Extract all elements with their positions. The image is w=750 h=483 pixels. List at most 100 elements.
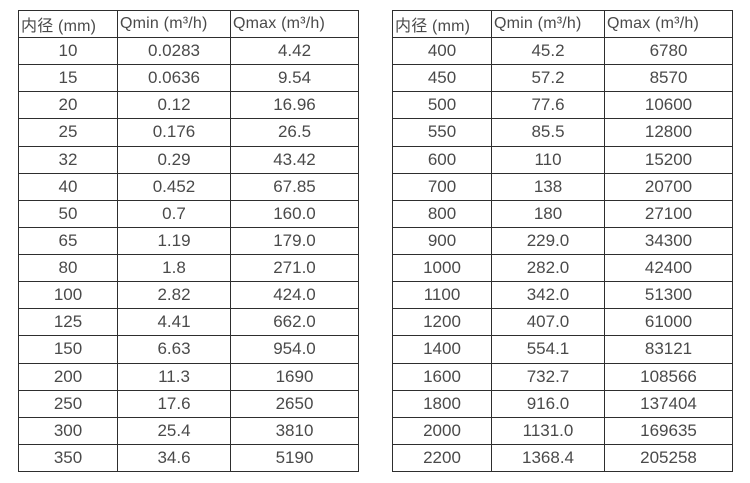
table-cell: 1131.0 — [491, 416, 605, 445]
table-row: 1800 916.0 137404 — [392, 389, 733, 418]
table-row: 150 6.63 954.0 — [18, 335, 359, 364]
table-cell: 4.41 — [117, 308, 231, 337]
table-cell: 1400 — [392, 335, 492, 364]
table-row: 1200 407.0 61000 — [392, 308, 733, 337]
table-row: 900 229.0 34300 — [392, 226, 733, 256]
table-row: 2200 1368.4 205258 — [392, 443, 733, 473]
table-row: 15 0.0636 9.54 — [18, 64, 359, 93]
table-cell: 8570 — [604, 64, 733, 93]
table-cell: 83121 — [604, 335, 733, 364]
table-cell: 61000 — [604, 308, 733, 337]
table-cell: 271.0 — [230, 253, 359, 283]
table-cell: 0.12 — [117, 91, 231, 120]
table-row: 1000 282.0 42400 — [392, 253, 733, 283]
table-cell: 180 — [491, 199, 605, 228]
table-row: 50 0.7 160.0 — [18, 199, 359, 228]
header-row: 内径 (mm) Qmin (m³/h) Qmax (m³/h) — [18, 10, 359, 38]
table-cell: 57.2 — [491, 64, 605, 93]
table-row: 400 45.2 6780 — [392, 36, 733, 66]
table-cell: 77.6 — [491, 91, 605, 120]
table-row: 125 4.41 662.0 — [18, 308, 359, 337]
column-header-diameter: 内径 (mm) — [392, 10, 492, 38]
table-cell: 954.0 — [230, 335, 359, 364]
table-cell: 0.0283 — [117, 36, 231, 66]
table-cell: 1600 — [392, 362, 492, 391]
table-cell: 3810 — [230, 416, 359, 445]
table-cell: 10600 — [604, 91, 733, 120]
table-row: 20 0.12 16.96 — [18, 91, 359, 120]
table-cell: 51300 — [604, 281, 733, 310]
table-cell: 1690 — [230, 362, 359, 391]
table-row: 450 57.2 8570 — [392, 64, 733, 93]
table-cell: 600 — [392, 145, 492, 174]
table-cell: 15200 — [604, 145, 733, 174]
table-cell: 138 — [491, 172, 605, 201]
table-cell: 25 — [18, 118, 118, 147]
table-cell: 400 — [392, 36, 492, 66]
table-cell: 43.42 — [230, 145, 359, 174]
table-cell: 20700 — [604, 172, 733, 201]
table-cell: 6.63 — [117, 335, 231, 364]
table-cell: 916.0 — [491, 389, 605, 418]
table-row: 600 110 15200 — [392, 145, 733, 174]
table-row: 100 2.82 424.0 — [18, 281, 359, 310]
table-cell: 110 — [491, 145, 605, 174]
table-cell: 85.5 — [491, 118, 605, 147]
table-cell: 1000 — [392, 253, 492, 283]
table-cell: 1200 — [392, 308, 492, 337]
flow-spec-table-small: 内径 (mm) Qmin (m³/h) Qmax (m³/h) 10 0.0283… — [18, 10, 359, 473]
table-cell: 42400 — [604, 253, 733, 283]
table-row: 32 0.29 43.42 — [18, 145, 359, 174]
table-cell: 4.42 — [230, 36, 359, 66]
table-cell: 137404 — [604, 389, 733, 418]
table-row: 800 180 27100 — [392, 199, 733, 228]
table-row: 200 11.3 1690 — [18, 362, 359, 391]
table-cell: 0.29 — [117, 145, 231, 174]
table-row: 500 77.6 10600 — [392, 91, 733, 120]
table-cell: 229.0 — [491, 226, 605, 256]
table-row: 250 17.6 2650 — [18, 389, 359, 418]
table-cell: 2200 — [392, 443, 492, 473]
table-row: 1100 342.0 51300 — [392, 281, 733, 310]
table-row: 10 0.0283 4.42 — [18, 36, 359, 66]
table-cell: 67.85 — [230, 172, 359, 201]
table-cell: 2.82 — [117, 281, 231, 310]
table-row: 1400 554.1 83121 — [392, 335, 733, 364]
table-cell: 150 — [18, 335, 118, 364]
table-cell: 550 — [392, 118, 492, 147]
table-cell: 350 — [18, 443, 118, 473]
table-cell: 11.3 — [117, 362, 231, 391]
table-row: 350 34.6 5190 — [18, 443, 359, 473]
table-cell: 27100 — [604, 199, 733, 228]
table-cell: 34.6 — [117, 443, 231, 473]
table-cell: 1100 — [392, 281, 492, 310]
table-cell: 17.6 — [117, 389, 231, 418]
table-row: 80 1.8 271.0 — [18, 253, 359, 283]
table-cell: 160.0 — [230, 199, 359, 228]
table-cell: 2000 — [392, 416, 492, 445]
table-cell: 300 — [18, 416, 118, 445]
table-row: 25 0.176 26.5 — [18, 118, 359, 147]
table-cell: 26.5 — [230, 118, 359, 147]
table-cell: 125 — [18, 308, 118, 337]
table-cell: 1.19 — [117, 226, 231, 256]
table-cell: 12800 — [604, 118, 733, 147]
table-cell: 554.1 — [491, 335, 605, 364]
table-cell: 0.0636 — [117, 64, 231, 93]
table-cell: 6780 — [604, 36, 733, 66]
table-cell: 500 — [392, 91, 492, 120]
table-row: 40 0.452 67.85 — [18, 172, 359, 201]
table-cell: 32 — [18, 145, 118, 174]
table-cell: 800 — [392, 199, 492, 228]
table-cell: 1.8 — [117, 253, 231, 283]
table-cell: 732.7 — [491, 362, 605, 391]
table-cell: 1368.4 — [491, 443, 605, 473]
table-cell: 407.0 — [491, 308, 605, 337]
table-cell: 20 — [18, 91, 118, 120]
table-cell: 0.452 — [117, 172, 231, 201]
table-cell: 450 — [392, 64, 492, 93]
table-cell: 34300 — [604, 226, 733, 256]
table-cell: 80 — [18, 253, 118, 283]
table-row: 550 85.5 12800 — [392, 118, 733, 147]
table-cell: 200 — [18, 362, 118, 391]
